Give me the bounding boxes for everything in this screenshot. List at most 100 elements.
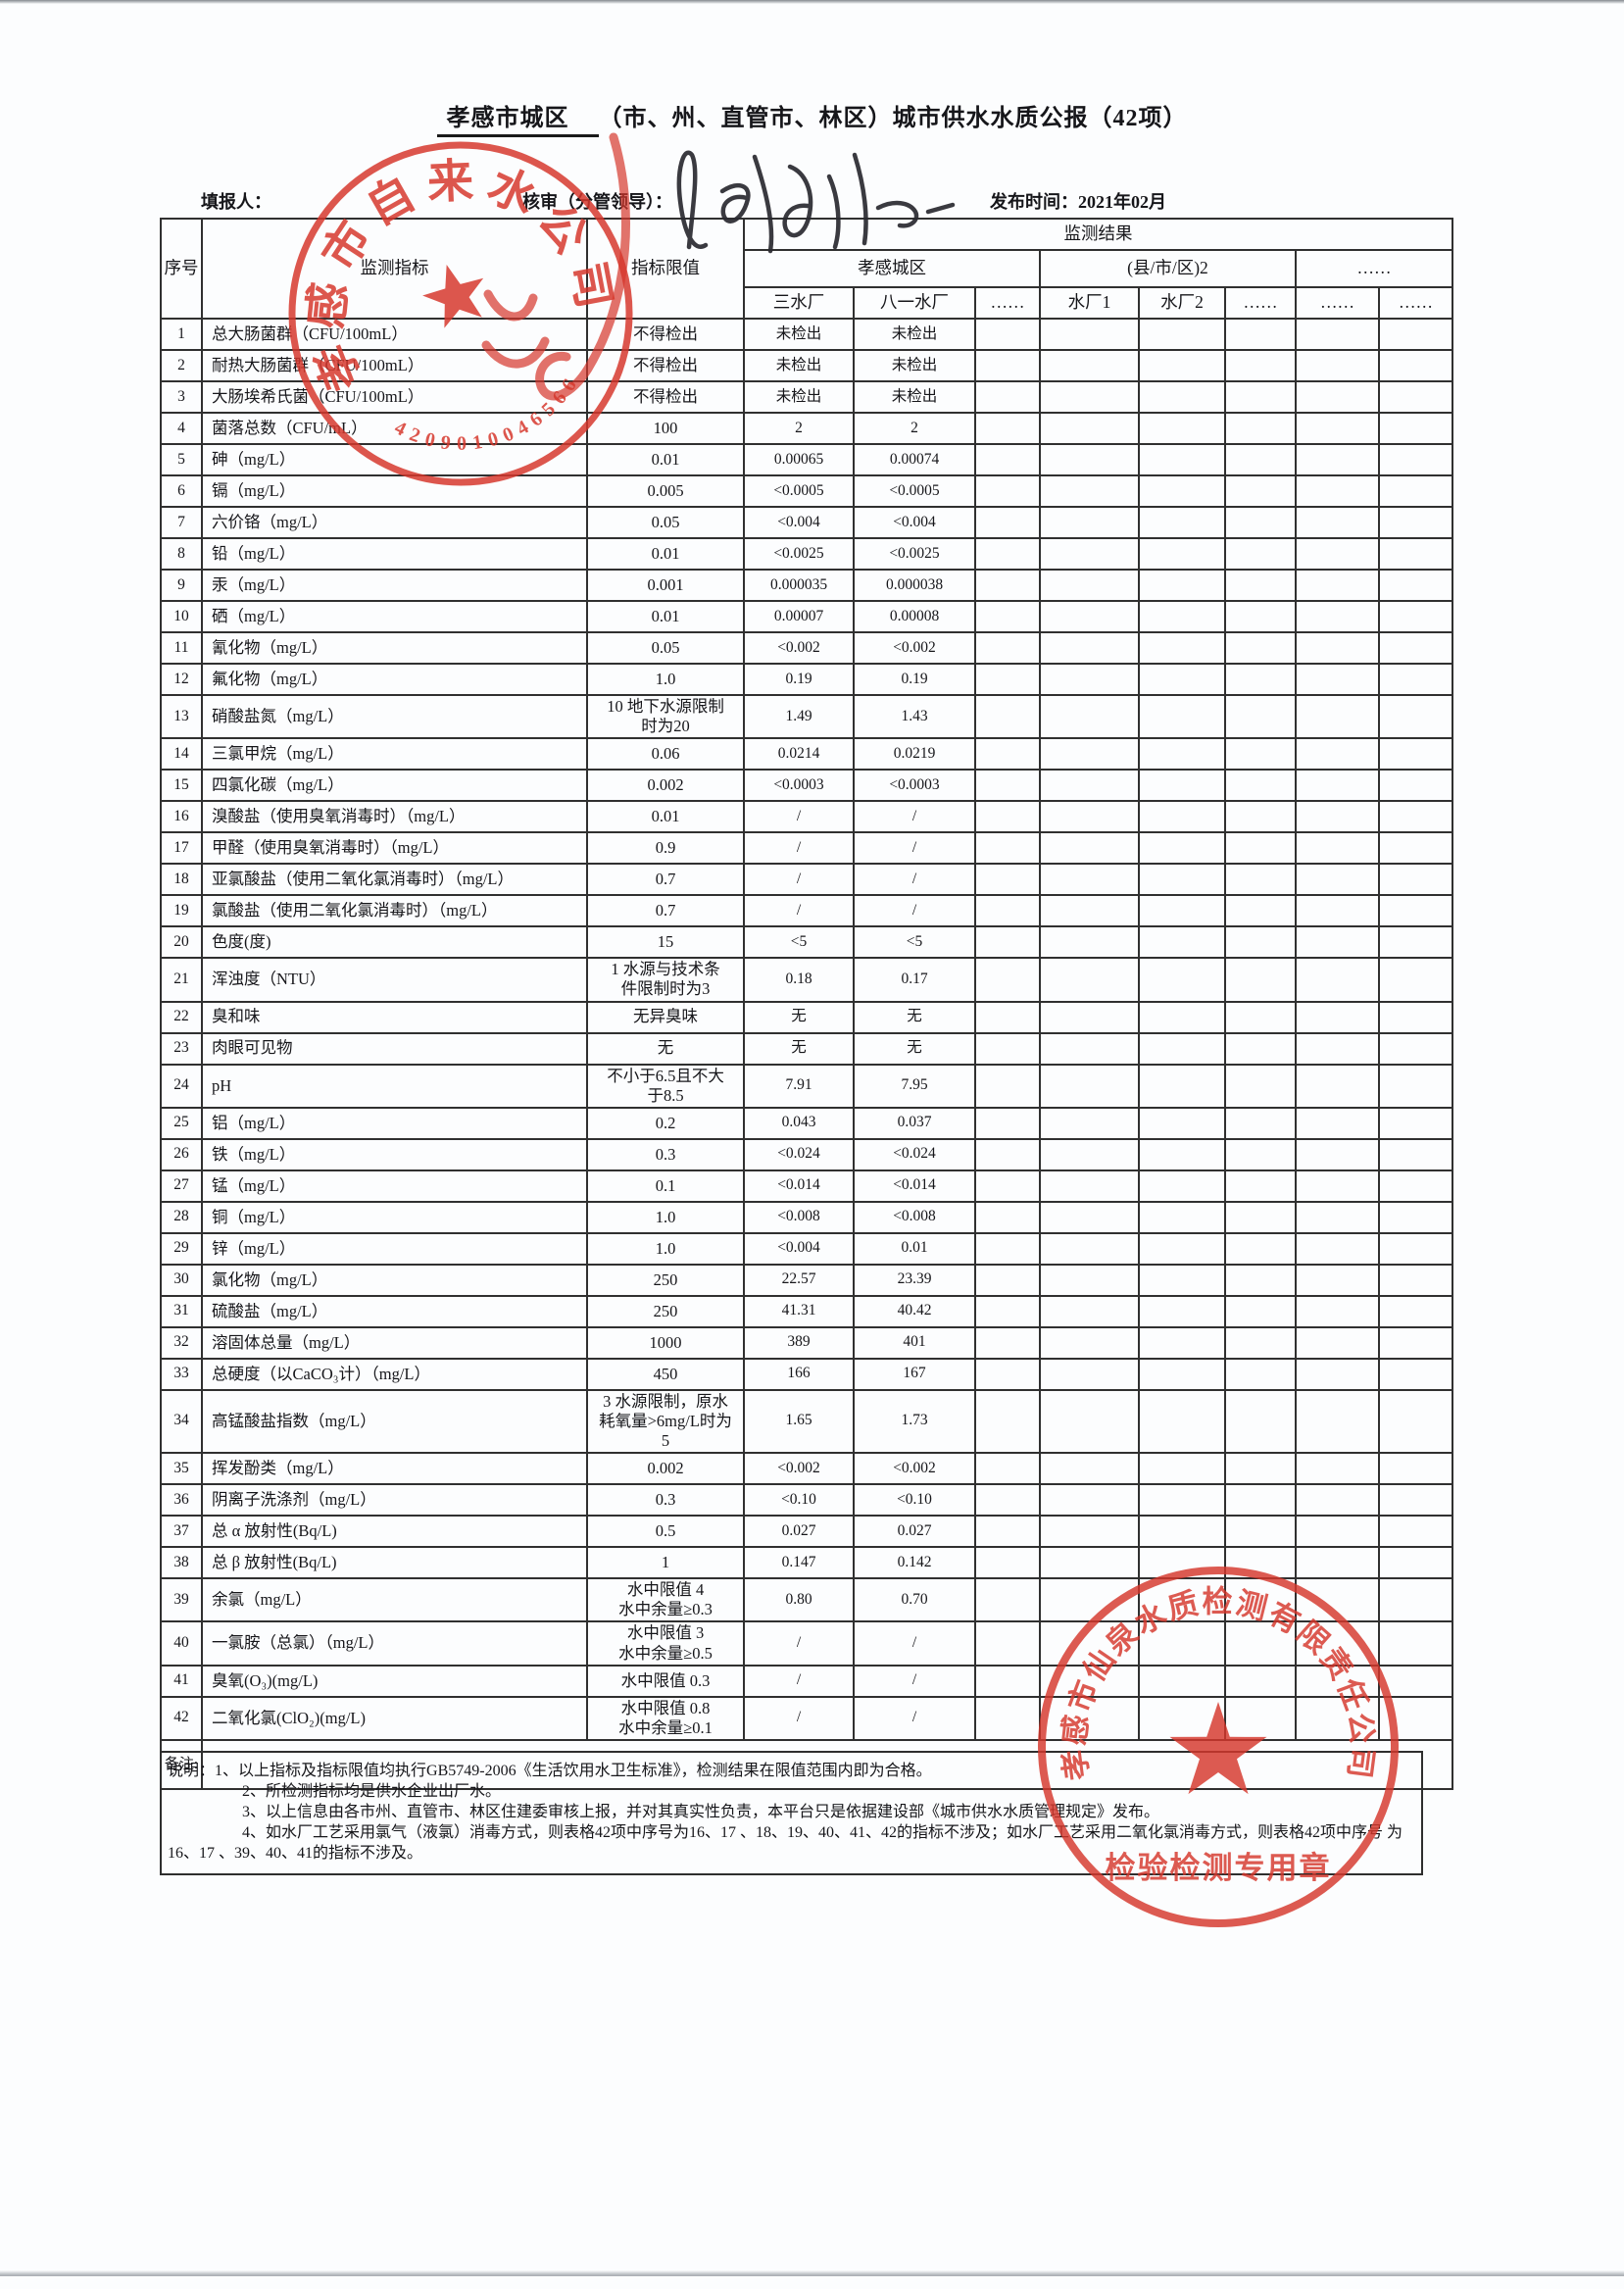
empty-cell	[1224, 1200, 1297, 1234]
empty-cell	[1224, 894, 1297, 928]
empty-cell	[974, 925, 1041, 960]
value-cell: <0.0003	[743, 769, 855, 803]
value-cell: /	[853, 1664, 976, 1698]
limit-cell: 0.3	[586, 1483, 745, 1518]
limit-cell: 水中限值 4 水中余量≥0.3	[586, 1577, 745, 1623]
row-number-cell: 13	[160, 693, 203, 740]
empty-cell	[1138, 1515, 1226, 1549]
empty-cell	[1224, 1388, 1297, 1455]
empty-cell	[1378, 318, 1453, 351]
header-limit: 指标限值	[586, 218, 745, 320]
empty-cell	[1138, 537, 1226, 571]
empty-cell	[1378, 1063, 1453, 1109]
indicator-cell: 挥发酚类（mg/L）	[201, 1452, 588, 1486]
limit-cell: 3 水源限制，原水 耗氧量>6mg/L时为 5	[586, 1388, 745, 1455]
indicator-cell: 氯酸盐（使用二氧化氯消毒时）（mg/L）	[201, 894, 588, 928]
empty-cell	[974, 693, 1041, 740]
header-plant: 八一水厂	[853, 286, 976, 320]
empty-cell	[974, 412, 1041, 445]
empty-cell	[1039, 831, 1140, 866]
row-number-cell: 4	[160, 412, 203, 445]
empty-cell	[1039, 349, 1140, 382]
indicator-cell: 肉眼可见物	[201, 1031, 588, 1066]
remark-label-cell: 备注:	[160, 1738, 203, 1790]
row-number-cell: 2	[160, 349, 203, 382]
empty-cell	[1295, 631, 1380, 665]
empty-cell	[1138, 506, 1226, 539]
empty-cell	[1138, 1137, 1226, 1171]
limit-cell: 1	[586, 1546, 745, 1580]
empty-cell	[1138, 663, 1226, 696]
table-row: 3 大肠埃希氏菌（CFU/100mL） 不得检出 未检出 未检出	[160, 380, 1453, 414]
empty-cell	[1224, 1325, 1297, 1360]
empty-cell	[1295, 693, 1380, 740]
empty-cell	[1295, 1137, 1380, 1171]
value-cell: <0.002	[853, 1452, 976, 1486]
limit-cell: 1.0	[586, 663, 745, 696]
value-cell: /	[743, 800, 855, 834]
value-cell: 41.31	[743, 1294, 855, 1328]
empty-cell	[1224, 1137, 1297, 1171]
row-number-cell: 11	[160, 631, 203, 665]
limit-cell: 0.5	[586, 1515, 745, 1549]
empty-cell	[1295, 800, 1380, 834]
empty-cell	[1039, 693, 1140, 740]
empty-cell	[1378, 1664, 1453, 1698]
empty-cell	[974, 1577, 1041, 1623]
row-number-cell: 42	[160, 1695, 203, 1741]
empty-cell	[974, 318, 1041, 351]
value-cell: <0.002	[743, 631, 855, 665]
empty-cell	[1378, 443, 1453, 476]
empty-cell	[1378, 1106, 1453, 1140]
table-row: 23 肉眼可见物无无无	[160, 1031, 1453, 1066]
empty-cell	[1138, 380, 1226, 414]
table-row: 8 铅（mg/L） 0.01 <0.0025 <0.0025	[160, 537, 1453, 571]
indicator-cell: 氟化物（mg/L）	[201, 663, 588, 696]
empty-cell	[1138, 1546, 1226, 1580]
note-line: 3、以上信息由各市州、直管市、林区住建委审核上报，并对其真实性负责，本平台只是依…	[242, 1804, 1160, 1820]
row-number-cell: 10	[160, 600, 203, 633]
limit-cell: 0.7	[586, 894, 745, 928]
empty-cell	[974, 1263, 1041, 1297]
table-row: 6 镉（mg/L） 0.005 <0.0005 <0.0005	[160, 474, 1453, 508]
empty-cell	[1224, 1357, 1297, 1391]
empty-cell	[1138, 957, 1226, 1003]
empty-cell	[1039, 380, 1140, 414]
empty-cell	[1378, 737, 1453, 771]
table-row: 34 高锰酸盐指数（mg/L） 3 水源限制，原水 耗氧量>6mg/L时为 5 1.6…	[160, 1388, 1453, 1455]
table-row: 27 锰（mg/L） 0.1 <0.014 <0.014	[160, 1169, 1453, 1203]
empty-cell	[974, 1063, 1041, 1109]
row-number-cell: 23	[160, 1031, 203, 1066]
empty-cell	[1378, 925, 1453, 960]
indicator-cell: 浑浊度（NTU）	[201, 957, 588, 1003]
value-cell: 0.000035	[743, 569, 855, 602]
header-results: 监测结果	[743, 218, 1453, 251]
value-cell: <0.024	[743, 1137, 855, 1171]
empty-cell	[1378, 769, 1453, 803]
empty-cell	[1378, 506, 1453, 539]
indicator-cell: 硝酸盐氮（mg/L）	[201, 693, 588, 740]
empty-cell	[1224, 1031, 1297, 1066]
empty-cell	[1138, 1000, 1226, 1034]
header-plant: ……	[1378, 286, 1453, 320]
empty-cell	[1138, 1388, 1226, 1455]
empty-cell	[1295, 1546, 1380, 1580]
empty-cell	[974, 863, 1041, 897]
limit-cell: 无	[586, 1031, 745, 1066]
row-number-cell: 36	[160, 1483, 203, 1518]
empty-cell	[1295, 569, 1380, 602]
empty-cell	[1378, 894, 1453, 928]
value-cell: <0.008	[853, 1200, 976, 1234]
value-cell: 166	[743, 1357, 855, 1391]
table-row: 39 余氯（mg/L） 水中限值 4 水中余量≥0.3 0.80 0.70	[160, 1577, 1453, 1623]
empty-cell	[1378, 663, 1453, 696]
publish-label: 发布时间：	[990, 192, 1078, 212]
empty-cell	[1039, 800, 1140, 834]
empty-cell	[1378, 1577, 1453, 1623]
empty-cell	[1039, 412, 1140, 445]
empty-cell	[1295, 1483, 1380, 1518]
value-cell: 未检出	[743, 349, 855, 382]
row-number-cell: 32	[160, 1325, 203, 1360]
empty-cell	[1295, 474, 1380, 508]
empty-cell	[1378, 1483, 1453, 1518]
